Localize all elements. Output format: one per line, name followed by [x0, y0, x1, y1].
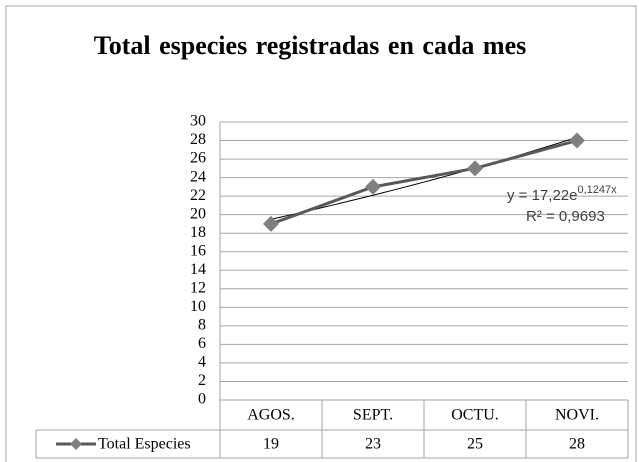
y-tick-label: 0 [198, 391, 206, 408]
y-tick-label: 22 [190, 187, 206, 204]
trendline-equation: y = 17,22e0,1247x [507, 184, 617, 204]
trendline-r2: R² = 0,9693 [526, 208, 605, 225]
y-tick-label: 26 [190, 150, 206, 167]
table-value: 25 [467, 436, 483, 453]
y-tick-label: 16 [190, 242, 206, 259]
y-tick-label: 12 [190, 279, 206, 296]
equation-exponent: 0,1247x [577, 184, 617, 196]
series-line [270, 139, 578, 226]
y-tick-label: 30 [190, 113, 206, 130]
equation-base: y = 17,22e [507, 187, 577, 204]
marker [365, 178, 381, 195]
y-tick-label: 8 [198, 317, 206, 334]
legend-marker [70, 438, 82, 450]
y-tick-label: 28 [190, 131, 206, 148]
x-tick-label: NOVI. [555, 407, 599, 424]
y-tick-label: 20 [190, 205, 206, 222]
y-tick-label: 14 [190, 261, 206, 278]
table-value: 28 [569, 436, 585, 453]
chart-title: Total especies registradas en cada mes [93, 31, 527, 60]
x-tick-label: AGOS. [247, 407, 295, 424]
y-tick-label: 6 [198, 335, 206, 352]
table-value: 23 [365, 436, 381, 453]
x-tick-label: SEPT. [353, 407, 393, 424]
y-tick-label: 4 [198, 354, 206, 371]
x-tick-label: OCTU. [451, 407, 499, 424]
y-tick-label: 10 [190, 298, 206, 315]
y-tick-label: 18 [190, 224, 206, 241]
y-tick-label: 2 [198, 372, 206, 389]
table-value: 19 [263, 436, 279, 453]
y-tick-label: 24 [190, 168, 206, 185]
legend-label: Total Especies [98, 436, 191, 453]
chart-border [5, 5, 637, 462]
marker [467, 160, 483, 177]
marker [569, 132, 585, 149]
marker [263, 215, 279, 232]
